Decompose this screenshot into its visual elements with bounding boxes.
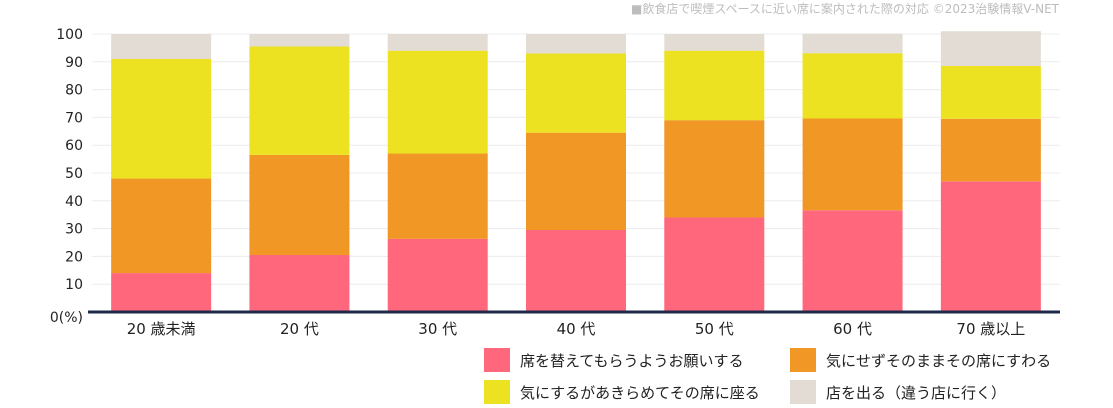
bar-segment [526,132,626,230]
y-tick-label: 0(%) [50,310,83,326]
legend-item-sit-anyway: 気にせずそのままその席にすわる [790,348,1051,372]
y-tick-label: 100 [56,27,83,43]
legend-swatch-sit-anyway [790,348,816,372]
x-tick-label: 70 歳以上 [956,320,1025,338]
y-tick-label: 60 [65,138,83,154]
y-tick-label: 70 [65,110,83,126]
bar-segment [526,34,626,54]
bar-segment [940,181,1041,312]
legend-item-give-up: 気にするがあきらめてその席に座る [484,380,760,404]
y-tick-label: 10 [65,277,83,293]
legend-swatch-give-up [484,380,510,404]
y-tick-label: 80 [65,83,83,99]
bar-segment [111,178,212,274]
bar-segment [111,59,212,179]
x-tick-label: 20 歳未満 [127,320,196,338]
legend-item-leave-store: 店を出る（違う店に行く） [790,380,1006,404]
bar-segment [387,50,488,154]
bar-segment [802,53,903,119]
bar-segment [664,120,765,218]
bar-segment [940,118,1041,182]
x-tick-label: 50 代 [695,320,734,338]
legend: 席を替えてもらうようお願いする 気にせずそのままその席にすわる 気にするがあきら… [484,348,1084,408]
bar-segment [664,50,765,121]
bar-segment [387,153,488,239]
y-tick-label: 40 [65,194,83,210]
bar-segment [249,154,350,256]
y-tick-label: 20 [65,249,83,265]
bar-segment [111,273,212,312]
legend-label-leave-store: 店を出る（違う店に行く） [826,383,1007,402]
bar-segment [802,210,903,312]
bar-segment [526,53,626,133]
bar-segment [940,65,1041,119]
bar-segment [802,118,903,211]
y-tick-label: 90 [65,55,83,71]
bar-segment [802,33,903,54]
bar-segment [111,34,212,60]
legend-label-request-change: 席を替えてもらうようお願いする [520,351,744,370]
x-tick-label: 20 代 [280,320,319,338]
bar-segment [940,31,1041,66]
bar-segment [526,229,626,312]
x-tick-label: 60 代 [833,320,872,338]
legend-label-sit-anyway: 気にせずそのままその席にすわる [826,351,1052,370]
x-tick-label: 30 代 [418,320,457,338]
bar-segment [249,34,350,47]
legend-swatch-request-change [484,348,510,372]
bar-segment [664,34,765,51]
y-tick-label: 50 [65,166,83,182]
bar-segment [249,255,350,312]
bar-segment [387,238,488,312]
legend-label-give-up: 気にするがあきらめてその席に座る [520,383,760,402]
bar-segment [664,217,765,312]
chart-title: ■飲食店で喫煙スペースに近い席に案内された際の対応 ©2023治験情報V-NET [631,2,1059,16]
legend-swatch-leave-store [790,380,816,404]
bar-segment [249,46,350,155]
legend-item-request-change: 席を替えてもらうようお願いする [484,348,744,372]
x-tick-label: 40 代 [557,320,596,338]
y-tick-label: 30 [65,222,83,238]
bar-segment [387,34,488,51]
